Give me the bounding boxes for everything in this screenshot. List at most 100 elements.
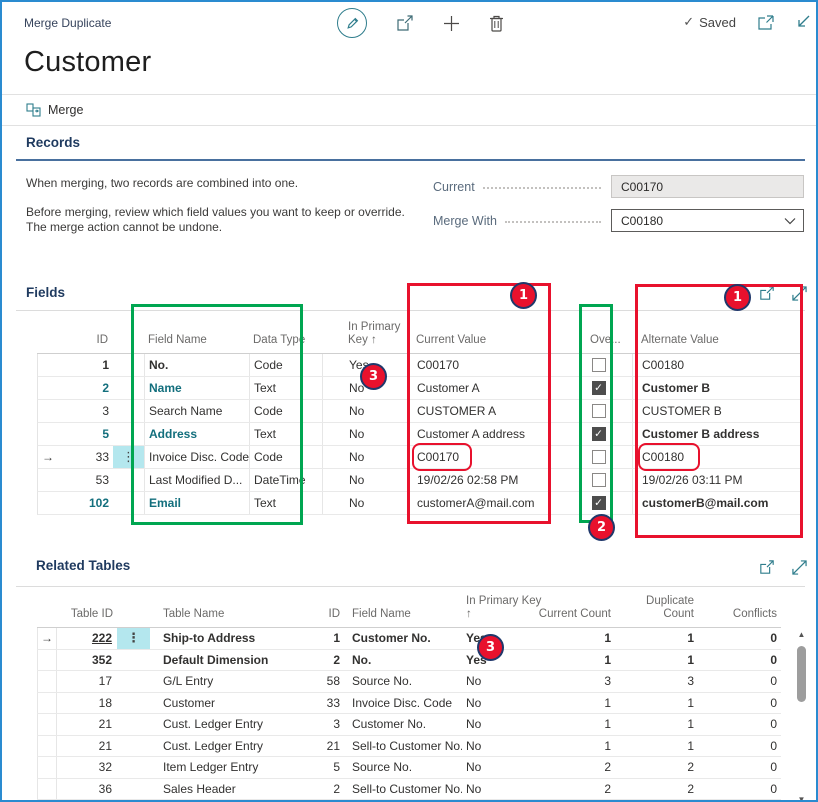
table-id-link[interactable]: 222 [57,628,117,649]
related-table-row[interactable]: 32Item Ledger Entry5Source No.No220 [37,757,781,779]
field-id: 33 [324,693,340,714]
records-section-heading: Records [26,135,80,150]
field-name: No. [145,354,250,376]
pencil-icon [345,16,360,31]
col-header-field-name[interactable]: Field Name [144,312,249,353]
col-header-override[interactable]: Ove... [580,312,632,353]
col-header-field-name[interactable]: Field Name [340,588,462,627]
share-button[interactable] [396,15,414,32]
override-checkbox[interactable] [592,358,606,372]
fields-table-row[interactable]: 2NameTextNoCustomer A✓Customer B [37,377,802,400]
open-in-new-window-button[interactable] [758,15,774,30]
merge-with-dropdown[interactable]: C00180 [611,209,804,232]
current-count: 1 [542,736,615,757]
duplicate-count: 1 [615,736,698,757]
field-name-link[interactable]: Name [145,377,250,399]
plus-icon [443,15,460,32]
new-button[interactable] [443,15,460,32]
field-name: Source No. [340,757,462,778]
chevron-down-icon[interactable] [784,217,796,225]
scroll-up-arrow-icon[interactable]: ▲ [794,628,809,641]
in-primary-key-value: Yes [462,650,542,671]
in-primary-key-value: No [462,714,542,735]
fields-table-row[interactable]: 102EmailTextNocustomerA@mail.com✓custome… [37,492,802,515]
table-id: 17 [57,671,117,692]
in-primary-key-value: No [462,671,542,692]
delete-button[interactable] [489,15,504,32]
override-cell: ✓ [581,423,633,445]
dotted-leader [483,187,601,189]
records-description-line1: When merging, two records are combined i… [26,176,428,191]
override-checkbox[interactable] [592,450,606,464]
trash-icon [489,15,504,32]
saved-label: Saved [699,15,736,30]
row-selector [38,377,58,399]
related-table-row[interactable]: 17G/L Entry58Source No.No330 [37,671,781,693]
related-table-row[interactable]: 352Default Dimension2No.Yes110 [37,650,781,672]
related-expand-button[interactable] [792,560,807,575]
override-cell [581,354,633,376]
row-ellipsis-slot [113,492,145,514]
collapse-page-button[interactable] [796,15,810,29]
col-header-table-id[interactable]: Table ID [57,588,117,627]
related-table-row[interactable]: 21Cust. Ledger Entry3Customer No.No110 [37,714,781,736]
fields-table-row[interactable]: 5AddressTextNoCustomer A address✓Custome… [37,423,802,446]
col-header-alternate-value[interactable]: Alternate Value [632,312,802,353]
scroll-down-arrow-icon[interactable]: ▼ [794,793,809,802]
field-name: Last Modified D... [145,469,250,491]
field-name: Customer No. [340,628,462,649]
fields-table-row[interactable]: 3Search NameCodeNoCUSTOMER ACUSTOMER B [37,400,802,423]
col-header-current-value[interactable]: Current Value [408,312,580,353]
field-id: 1 [324,628,340,649]
col-header-id[interactable]: ID [57,312,112,353]
col-header-table-name[interactable]: Table Name [150,588,324,627]
related-table-scrollbar[interactable]: ▲ ▼ [794,628,809,800]
share-icon [396,15,414,32]
table-name: Sales Header [150,779,324,800]
table-id: 18 [57,693,117,714]
col-header-duplicate-count[interactable]: DuplicateCount [615,588,698,627]
fields-table-row[interactable]: →33⋮Invoice Disc. CodeCodeNoC00170C00180 [37,446,802,469]
field-id: 3 [58,400,113,422]
fields-share-button[interactable] [759,286,775,301]
field-name: No. [340,650,462,671]
override-checkbox[interactable]: ✓ [592,427,606,441]
field-name-link[interactable]: Address [145,423,250,445]
related-table-row[interactable]: 18Customer33Invoice Disc. CodeNo110 [37,693,781,715]
conflicts-count: 0 [698,650,781,671]
related-table-row[interactable]: 21Cust. Ledger Entry21Sell-to Customer N… [37,736,781,758]
related-table-row[interactable]: →222⋮Ship-to Address1Customer No.Yes110 [37,628,781,650]
override-checkbox[interactable] [592,404,606,418]
row-ellipsis-menu-icon[interactable]: ⋮ [117,628,150,649]
override-checkbox[interactable]: ✓ [592,496,606,510]
override-checkbox[interactable]: ✓ [592,381,606,395]
col-header-conflicts[interactable]: Conflicts [698,588,781,627]
field-name-link[interactable]: Email [145,492,250,514]
override-cell: ✓ [581,377,633,399]
table-id: 36 [57,779,117,800]
fields-table-row[interactable]: 53Last Modified D...DateTimeNo19/02/26 0… [37,469,802,492]
related-table-row[interactable]: 36Sales Header2Sell-to Customer No.No220 [37,779,781,801]
current-value: Customer A [409,377,581,399]
field-name: Sell-to Customer No. [340,736,462,757]
col-header-in-primary-key[interactable]: In Primary Key↑ [462,588,542,627]
fields-table-row[interactable]: 1No.CodeYesC00170C00180 [37,354,802,377]
table-name: G/L Entry [150,671,324,692]
field-id: 53 [58,469,113,491]
in-primary-key-value: No [462,736,542,757]
col-header-in-primary-key[interactable]: In PrimaryKey ↑ [322,312,408,353]
collapse-diagonal-arrow-icon [796,15,810,29]
alternate-value: Customer B [633,377,803,399]
scrollbar-thumb[interactable] [797,646,806,702]
edit-button[interactable] [337,8,367,38]
fields-expand-button[interactable] [792,286,807,301]
row-ellipsis-menu-icon[interactable]: ⋮ [113,446,145,468]
col-header-current-count[interactable]: Current Count [542,588,615,627]
merge-action-button[interactable]: Merge [48,103,83,117]
override-checkbox[interactable] [592,473,606,487]
col-header-id[interactable]: ID [324,588,340,627]
col-header-data-type[interactable]: Data Type [249,312,322,353]
in-primary-key-value: No [462,779,542,800]
field-id: 2 [58,377,113,399]
related-share-button[interactable] [759,560,775,575]
